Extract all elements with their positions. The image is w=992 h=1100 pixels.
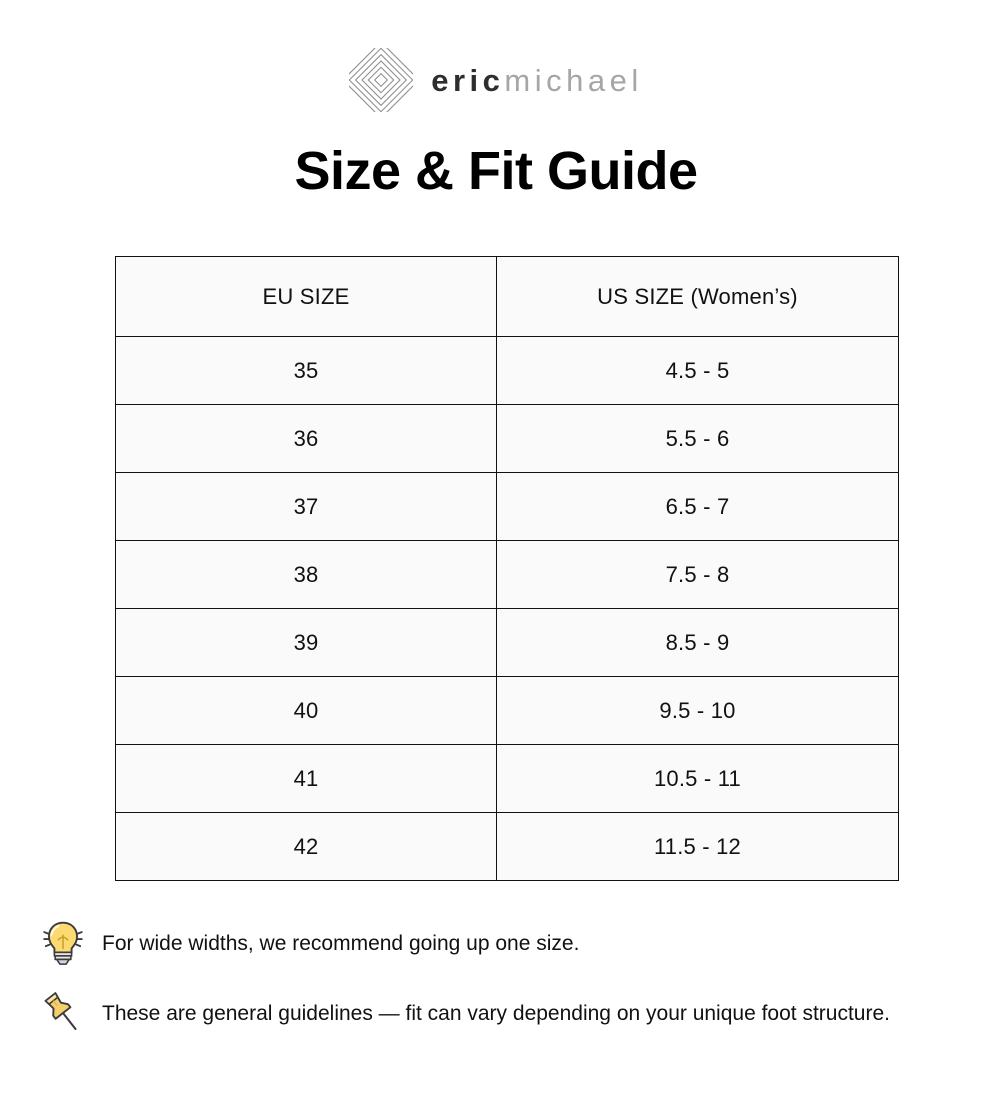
cell-us-size: 6.5 - 7	[496, 472, 899, 541]
note-text: These are general guidelines — fit can v…	[102, 1002, 890, 1025]
table-row: 40 9.5 - 10	[115, 676, 899, 745]
cell-eu-size: 38	[115, 540, 497, 609]
cell-us-size: 8.5 - 9	[496, 608, 899, 677]
table-row: 42 11.5 - 12	[115, 812, 899, 881]
table-row: 35 4.5 - 5	[115, 336, 899, 405]
cell-eu-size: 36	[115, 404, 497, 473]
cell-us-size: 10.5 - 11	[496, 744, 899, 813]
brand-logo: eric michael	[0, 48, 992, 112]
page-title: Size & Fit Guide	[294, 141, 698, 201]
table-header-row: EU SIZE US SIZE (Women’s)	[115, 256, 899, 337]
note-item-general-guidelines: These are general guidelines — fit can v…	[38, 988, 968, 1038]
cell-us-size: 9.5 - 10	[496, 676, 899, 745]
brand-wordmark: eric michael	[431, 65, 643, 96]
cell-eu-size: 37	[115, 472, 497, 541]
concentric-diamond-logo-icon	[349, 48, 414, 112]
notes-list: For wide widths, we recommend going up o…	[38, 918, 968, 1058]
column-header-us-size: US SIZE (Women’s)	[496, 256, 899, 337]
cell-us-size: 4.5 - 5	[496, 336, 899, 405]
cell-eu-size: 41	[115, 744, 497, 813]
light-bulb-icon	[43, 921, 83, 965]
column-header-eu-size: EU SIZE	[115, 256, 497, 337]
note-item-wide-widths: For wide widths, we recommend going up o…	[38, 918, 968, 968]
table-row: 41 10.5 - 11	[115, 744, 899, 813]
table-row: 36 5.5 - 6	[115, 404, 899, 473]
table-row: 39 8.5 - 9	[115, 608, 899, 677]
cell-eu-size: 35	[115, 336, 497, 405]
wordmark-secondary: michael	[504, 62, 643, 98]
cell-eu-size: 39	[115, 608, 497, 677]
table-row: 37 6.5 - 7	[115, 472, 899, 541]
cell-eu-size: 42	[115, 812, 497, 881]
cell-eu-size: 40	[115, 676, 497, 745]
wordmark-primary: eric	[431, 62, 505, 98]
table-row: 38 7.5 - 8	[115, 540, 899, 609]
cell-us-size: 11.5 - 12	[496, 812, 899, 881]
pushpin-icon	[44, 991, 77, 1031]
cell-us-size: 7.5 - 8	[496, 540, 899, 609]
size-conversion-table: EU SIZE US SIZE (Women’s) 35 4.5 - 5 36 …	[115, 256, 899, 881]
note-text: For wide widths, we recommend going up o…	[102, 932, 580, 955]
cell-us-size: 5.5 - 6	[496, 404, 899, 473]
